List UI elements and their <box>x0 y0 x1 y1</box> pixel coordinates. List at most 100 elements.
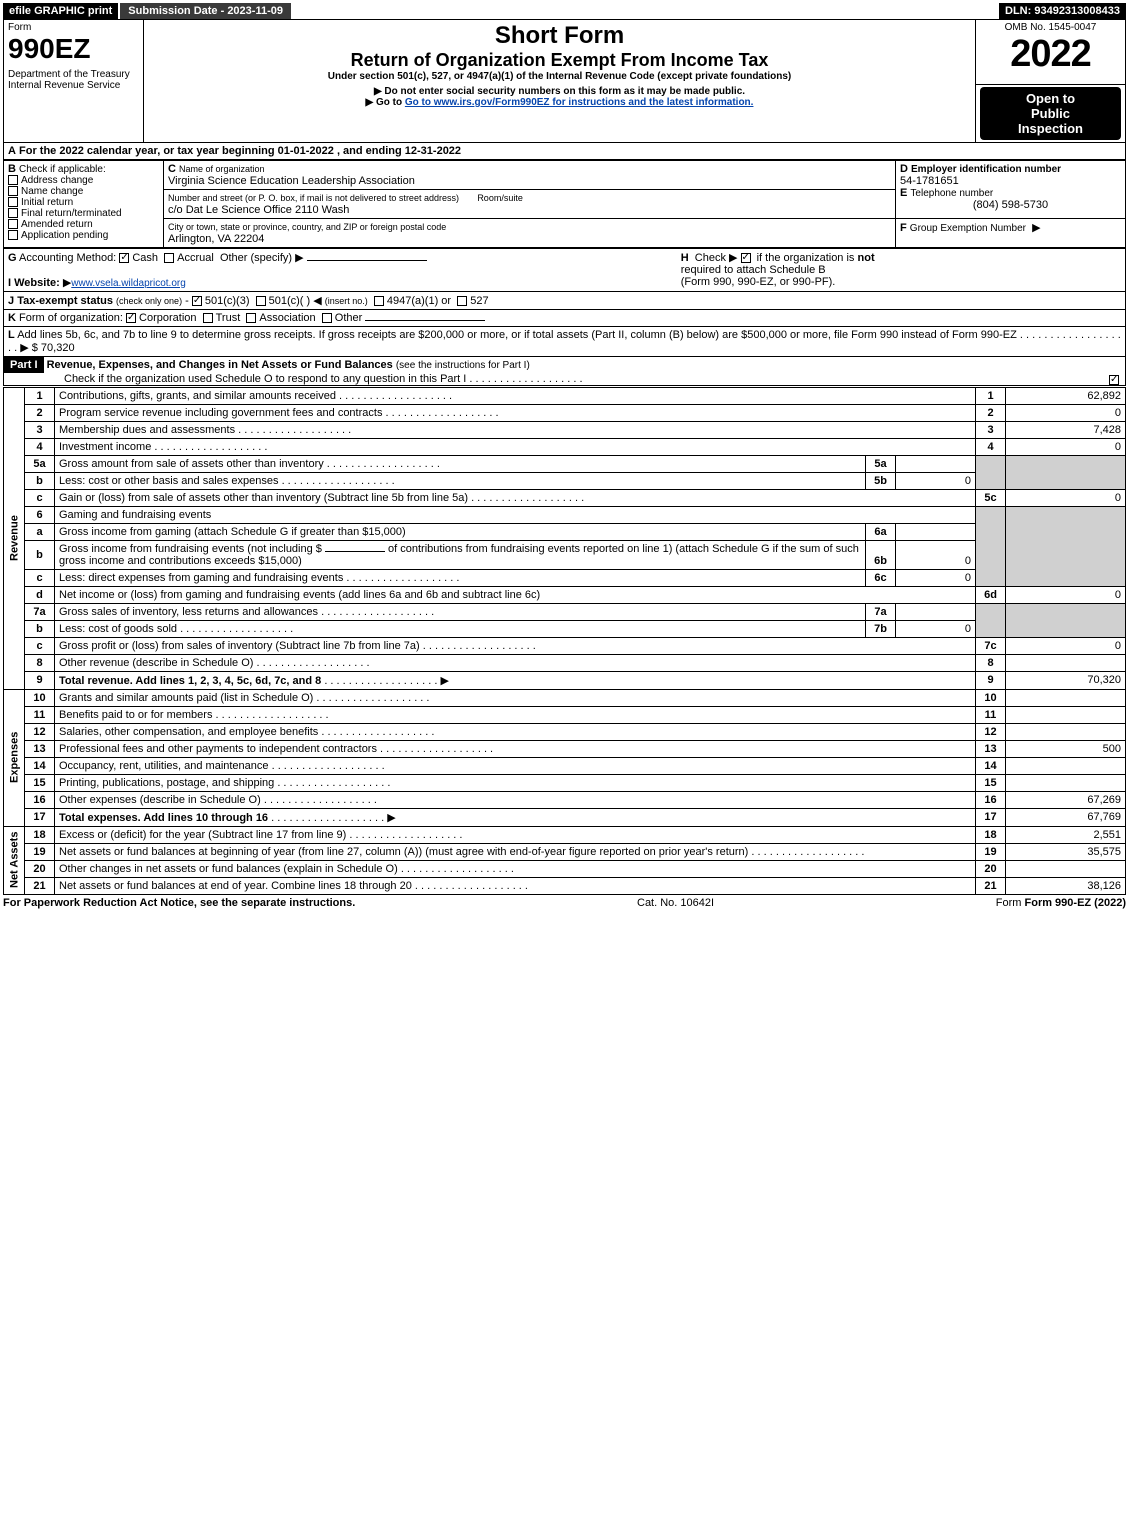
line-19-num: 19 <box>25 843 55 860</box>
line-20-ref: 20 <box>976 860 1006 877</box>
footer-right: Form Form 990-EZ (2022) <box>996 897 1126 909</box>
line-16-num: 16 <box>25 791 55 808</box>
line-16-amt: 67,269 <box>1006 791 1126 808</box>
line-10-num: 10 <box>25 689 55 706</box>
line-5b-num: b <box>25 472 55 489</box>
section-c-room-label: Room/suite <box>477 193 523 203</box>
line-14-ref: 14 <box>976 757 1006 774</box>
page-footer: For Paperwork Reduction Act Notice, see … <box>3 895 1126 909</box>
line-4-text: Investment income <box>59 441 151 453</box>
line-11-text: Benefits paid to or for members <box>59 709 212 721</box>
section-j-hint: (check only one) <box>116 296 182 306</box>
line-10-text: Grants and similar amounts paid (list in… <box>59 692 313 704</box>
checkbox-initial-return[interactable]: Initial return <box>8 197 159 208</box>
part1-badge: Part I <box>4 357 44 373</box>
checkbox-corp[interactable] <box>126 313 136 323</box>
label-l: L <box>8 329 15 341</box>
line-7c-amt: 0 <box>1006 637 1126 654</box>
under-section: Under section 501(c), 527, or 4947(a)(1)… <box>148 71 971 82</box>
line-7c-text: Gross profit or (loss) from sales of inv… <box>59 640 420 652</box>
line-8-amt <box>1006 654 1126 671</box>
line-11-amt <box>1006 706 1126 723</box>
line-6c-num: c <box>25 569 55 586</box>
line-19-ref: 19 <box>976 843 1006 860</box>
checkbox-accrual[interactable] <box>164 253 174 263</box>
line-20-amt <box>1006 860 1126 877</box>
line-9-amt: 70,320 <box>1006 671 1126 689</box>
short-form-title: Short Form <box>148 22 971 50</box>
checkbox-h[interactable] <box>741 253 751 263</box>
ein-value: 54-1781651 <box>900 175 959 187</box>
other-specify: Other (specify) <box>220 252 292 264</box>
line-7b-text: Less: cost of goods sold <box>59 623 177 635</box>
open-to-public-badge: Open to Public Inspection <box>980 87 1121 140</box>
section-f-label: Group Exemption Number <box>910 223 1026 234</box>
label-a: A <box>8 145 16 157</box>
shade-5 <box>976 455 1006 489</box>
section-k-label: Form of organization: <box>19 312 123 324</box>
h-text2: if the organization is <box>757 252 855 264</box>
line-6b-text1: Gross income from fundraising events (no… <box>59 543 322 555</box>
checkbox-pending[interactable]: Application pending <box>8 230 159 241</box>
line-13-num: 13 <box>25 740 55 757</box>
org-name: Virginia Science Education Leadership As… <box>168 175 415 187</box>
irs-link[interactable]: Go to www.irs.gov/Form990EZ for instruct… <box>405 97 754 108</box>
section-g-label: Accounting Method: <box>19 252 116 264</box>
line-21-amt: 38,126 <box>1006 877 1126 894</box>
line-9-text: Total revenue. Add lines 1, 2, 3, 4, 5c,… <box>59 675 321 687</box>
line-5c-ref: 5c <box>976 489 1006 506</box>
checkbox-527[interactable] <box>457 296 467 306</box>
top-bar: efile GRAPHIC print Submission Date - 20… <box>3 3 1126 19</box>
line-16-text: Other expenses (describe in Schedule O) <box>59 794 261 806</box>
line-3-ref: 3 <box>976 421 1006 438</box>
checkbox-501c[interactable] <box>256 296 266 306</box>
shade-6 <box>976 506 1006 586</box>
website-link[interactable]: www.vsela.wildapricot.org <box>71 278 186 289</box>
section-b-label: Check if applicable: <box>19 164 106 175</box>
line-7b-sub: 7b <box>866 620 896 637</box>
label-c: C <box>168 163 176 175</box>
line-8-num: 8 <box>25 654 55 671</box>
efile-print-button[interactable]: efile GRAPHIC print <box>3 3 118 19</box>
checkbox-part1-scho[interactable] <box>1109 375 1119 385</box>
line-5c-num: c <box>25 489 55 506</box>
line-12-num: 12 <box>25 723 55 740</box>
line-10-ref: 10 <box>976 689 1006 706</box>
line-5b-sub: 5b <box>866 472 896 489</box>
label-i: I <box>8 277 11 289</box>
label-d: D <box>900 163 908 175</box>
checkbox-501c3[interactable] <box>192 296 202 306</box>
line-7c-num: c <box>25 637 55 654</box>
checkbox-4947[interactable] <box>374 296 384 306</box>
checkbox-final-return[interactable]: Final return/terminated <box>8 208 159 219</box>
goto-link[interactable]: ▶ Go to Go to www.irs.gov/Form990EZ for … <box>148 97 971 108</box>
line-6d-num: d <box>25 586 55 603</box>
open-line3: Inspection <box>1018 121 1083 136</box>
checkbox-cash[interactable] <box>119 253 129 263</box>
line-6d-amt: 0 <box>1006 586 1126 603</box>
checkbox-address-change[interactable]: Address change <box>8 175 159 186</box>
form-header: Form 990EZ Department of the Treasury In… <box>3 19 1126 143</box>
line-13-text: Professional fees and other payments to … <box>59 743 377 755</box>
line-7b-num: b <box>25 620 55 637</box>
line-6b-sub: 6b <box>866 540 896 569</box>
h-text4: (Form 990, 990-EZ, or 990-PF). <box>681 276 836 288</box>
line-15-text: Printing, publications, postage, and shi… <box>59 777 274 789</box>
line-18-amt: 2,551 <box>1006 826 1126 843</box>
footer-left: For Paperwork Reduction Act Notice, see … <box>3 897 355 909</box>
section-c-label: Name of organization <box>179 164 265 174</box>
checkbox-assoc[interactable] <box>246 313 256 323</box>
label-h: H <box>681 252 689 264</box>
expenses-side-label: Expenses <box>4 689 25 826</box>
section-k-row: K Form of organization: Corporation Trus… <box>3 310 1126 327</box>
checkbox-trust[interactable] <box>203 313 213 323</box>
line-6b-subamt: 0 <box>896 540 976 569</box>
gross-receipts: $ 70,320 <box>32 342 75 354</box>
checkbox-amended[interactable]: Amended return <box>8 219 159 230</box>
line-5a-sub: 5a <box>866 455 896 472</box>
line-16-ref: 16 <box>976 791 1006 808</box>
checkbox-name-change[interactable]: Name change <box>8 186 159 197</box>
section-l-text: Add lines 5b, 6c, and 7b to line 9 to de… <box>17 329 1017 341</box>
line-1-num: 1 <box>25 387 55 404</box>
checkbox-other-org[interactable] <box>322 313 332 323</box>
